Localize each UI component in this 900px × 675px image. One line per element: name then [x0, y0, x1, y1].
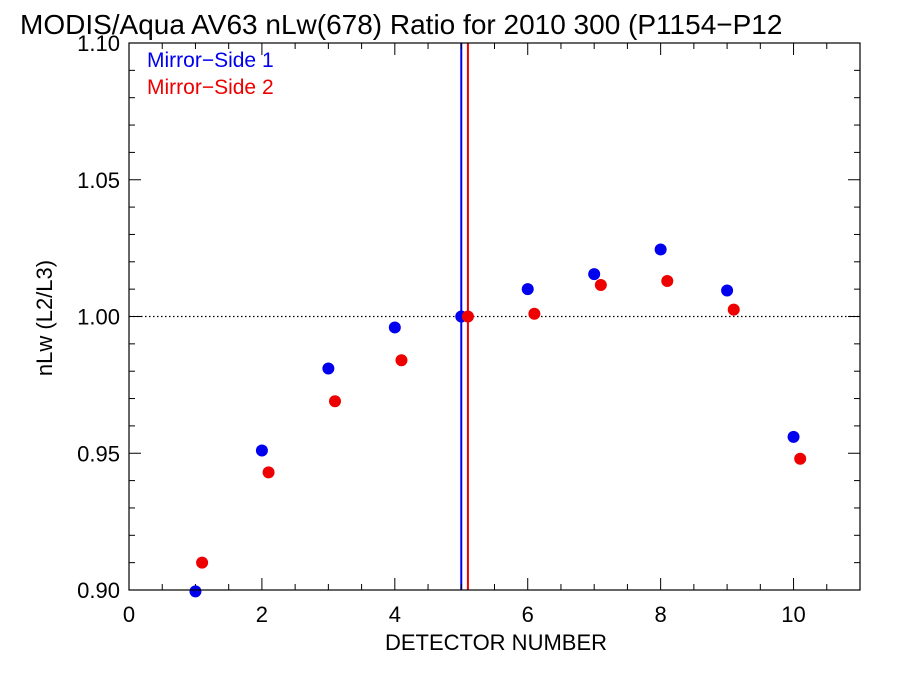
- data-point-series-1: [588, 268, 601, 281]
- plot-frame: [128, 42, 861, 591]
- y-tick-label: 1.10: [77, 31, 120, 56]
- data-point-series-2: [661, 274, 674, 287]
- legend-entry-1: Mirror−Side 1: [147, 49, 274, 72]
- x-tick-label: 8: [655, 602, 667, 627]
- x-axis-label: DETECTOR NUMBER: [385, 630, 607, 655]
- x-tick-label: 6: [522, 602, 534, 627]
- data-point-series-1: [787, 430, 800, 443]
- data-point-series-2: [262, 466, 275, 479]
- x-tick-label: 2: [256, 602, 268, 627]
- data-point-series-2: [461, 310, 474, 323]
- x-tick-label: 0: [123, 602, 135, 627]
- data-point-series-1: [322, 362, 335, 375]
- data-point-series-1: [189, 585, 202, 598]
- y-axis-label: nLw (L2/L3): [32, 260, 57, 376]
- data-point-series-2: [196, 556, 209, 569]
- data-point-series-2: [329, 395, 342, 408]
- chart-title: MODIS/Aqua AV63 nLw(678) Ratio for 2010 …: [20, 9, 782, 40]
- data-point-series-2: [594, 279, 607, 292]
- data-point-series-2: [727, 303, 740, 316]
- y-tick-label: 1.00: [77, 305, 120, 330]
- y-tick-label: 0.95: [77, 441, 120, 466]
- y-tick-label: 0.90: [77, 578, 120, 603]
- data-point-series-1: [388, 321, 401, 334]
- plot-area: 0 2 4 6 8 10 0.90 0.95 1.00 1.05 1.10 Mirror−Side 1…: [77, 31, 861, 627]
- data-point-series-1: [654, 243, 667, 256]
- x-tick-label: 10: [781, 602, 805, 627]
- data-point-series-2: [794, 452, 807, 465]
- y-tick-label: 1.05: [77, 168, 120, 193]
- data-point-series-1: [255, 444, 268, 457]
- data-point-series-1: [521, 283, 534, 296]
- data-point-series-1: [721, 284, 734, 297]
- data-point-series-2: [528, 307, 541, 320]
- legend-entry-2: Mirror−Side 2: [147, 76, 274, 99]
- data-point-series-2: [395, 354, 408, 367]
- x-tick-label: 4: [389, 602, 401, 627]
